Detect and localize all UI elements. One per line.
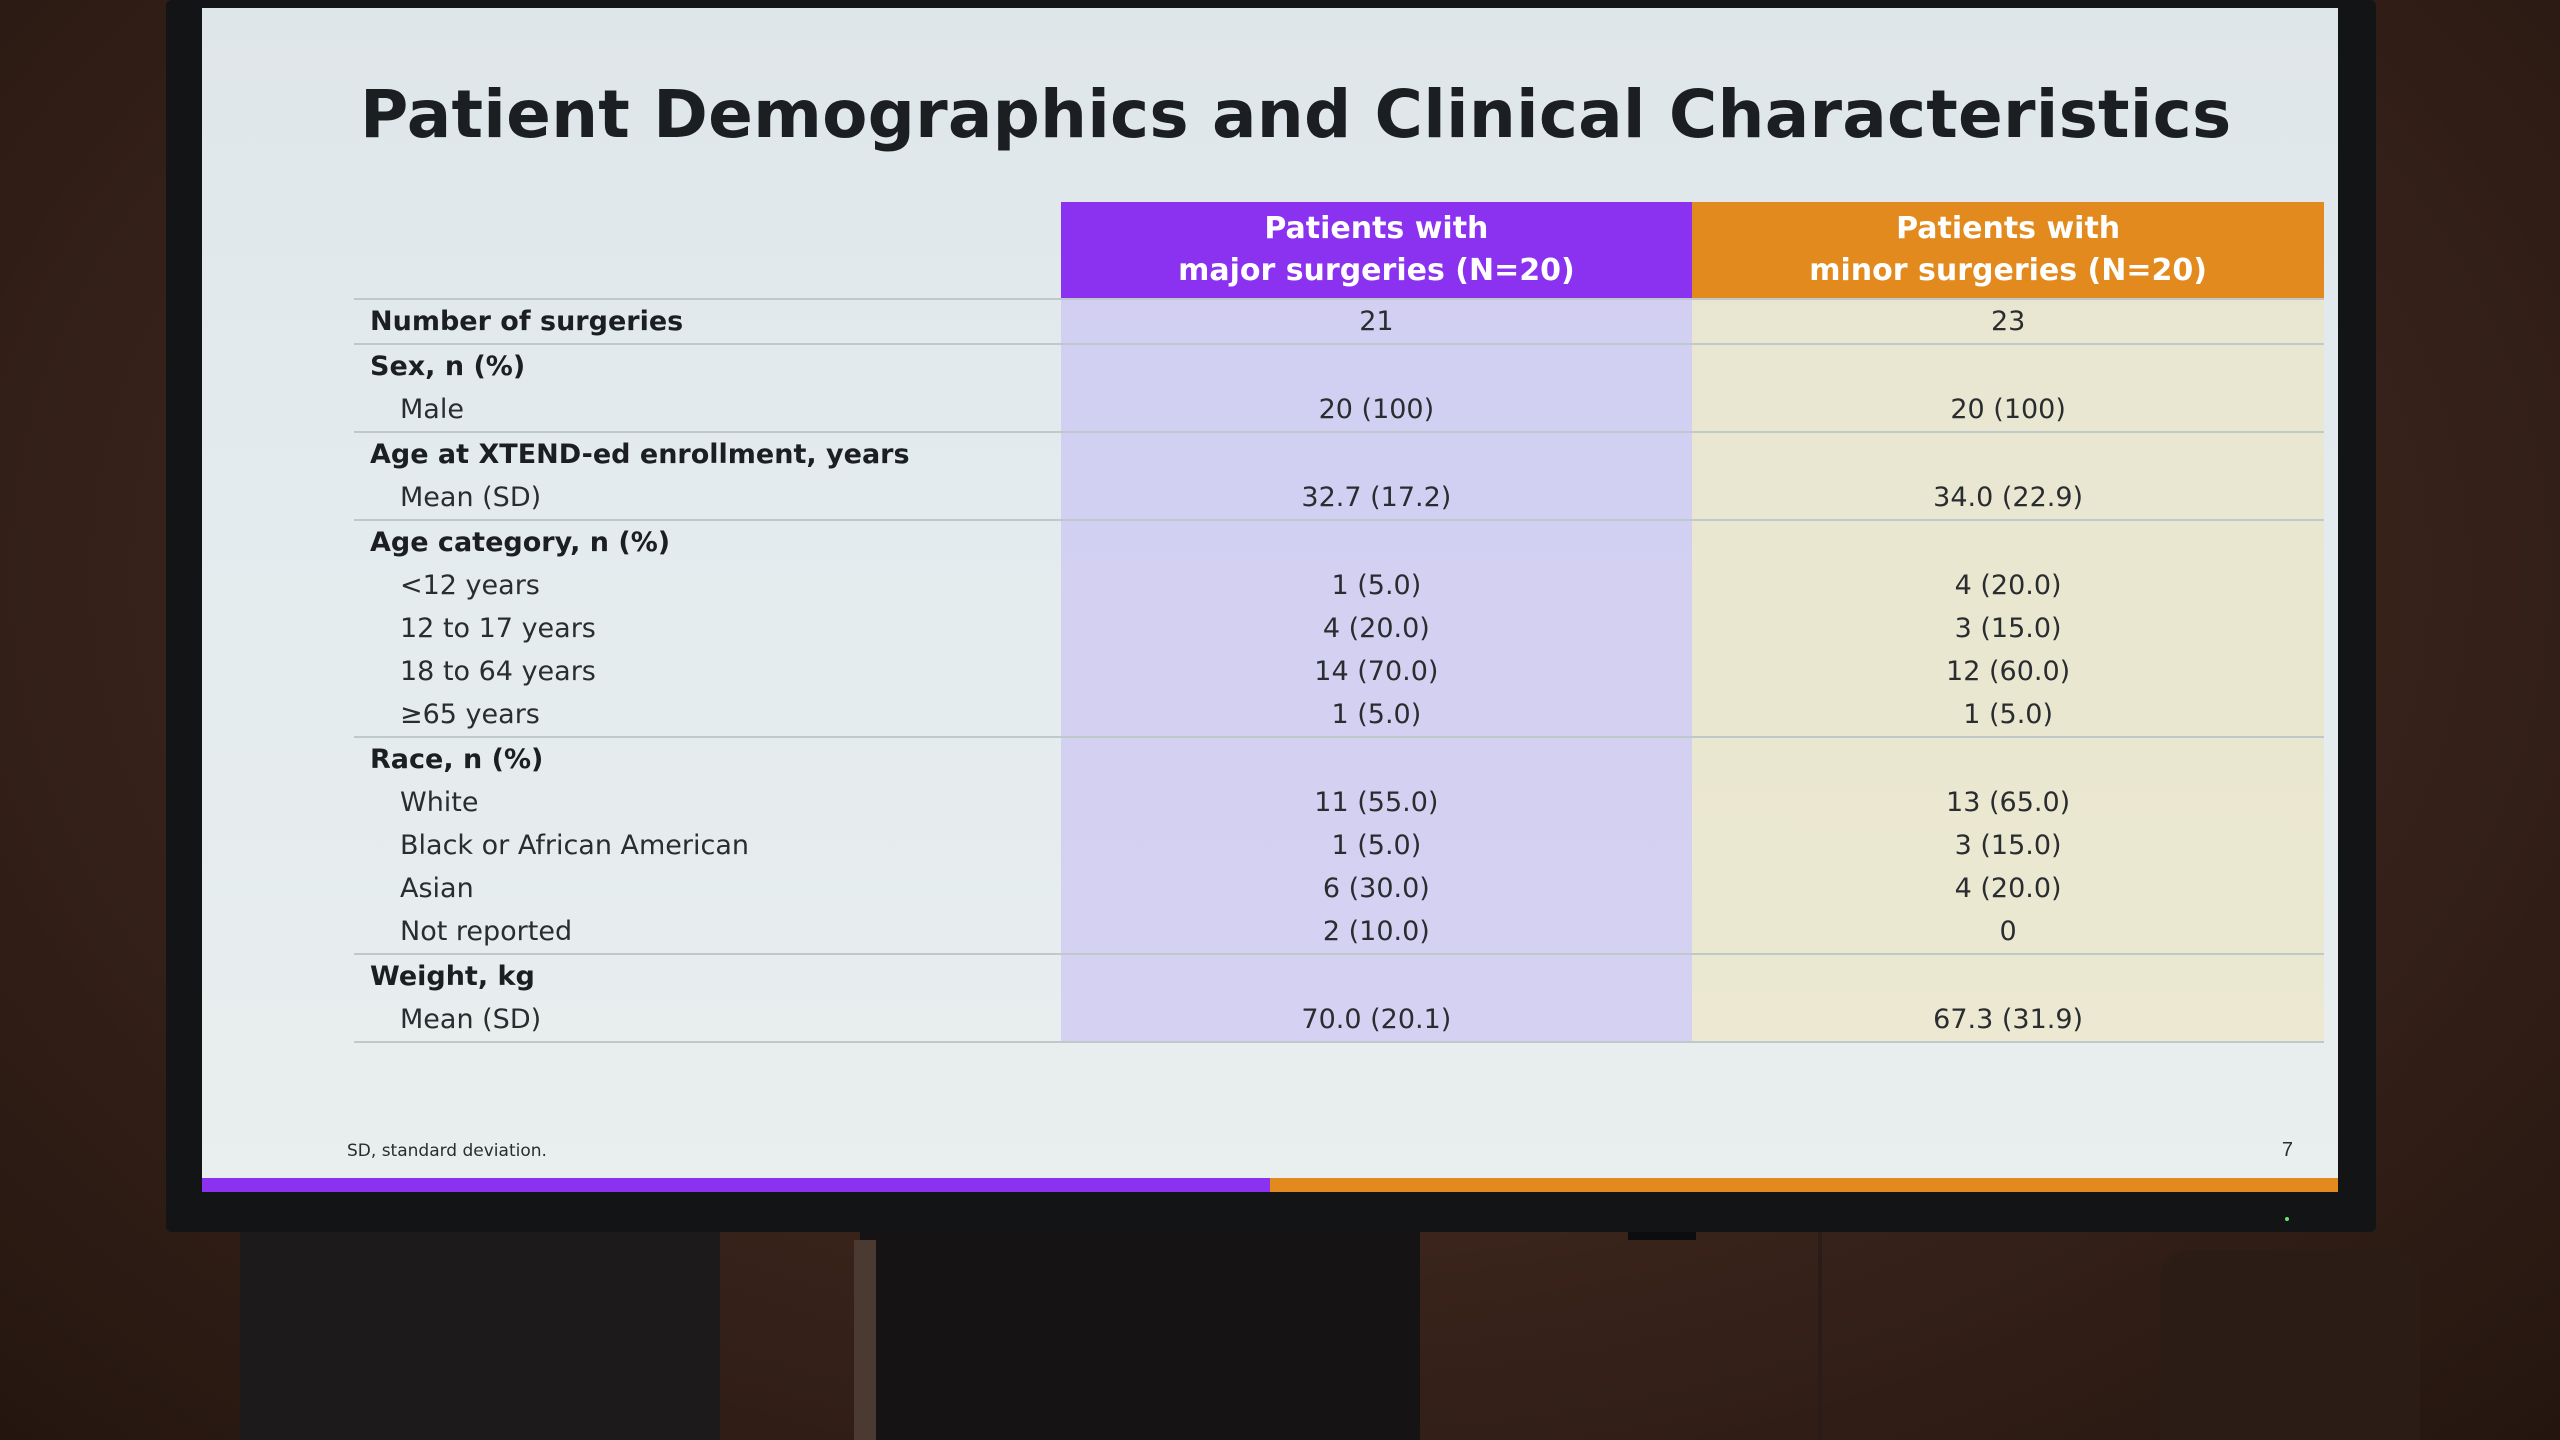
header-major-surgeries: Patients with major surgeries (N=20) [1060, 202, 1693, 299]
minor-value [1692, 344, 2324, 388]
table-row: ≥65 years 1 (5.0) 1 (5.0) [354, 693, 2324, 738]
background-object [2160, 1250, 2420, 1440]
major-value [1060, 520, 1693, 564]
slide-footnote: SD, standard deviation. [347, 1141, 547, 1161]
power-led [2285, 1217, 2289, 1221]
row-label: Black or African American [400, 830, 750, 861]
table-row: <12 years 1 (5.0) 4 (20.0) [354, 564, 2324, 607]
row-label: Mean (SD) [354, 998, 1061, 1043]
table-row: 18 to 64 years 14 (70.0) 12 (60.0) [354, 650, 2324, 693]
table-row: Black or African American 1 (5.0) 3 (15.… [354, 824, 2324, 867]
minor-value: 3 (15.0) [1692, 607, 2324, 650]
minor-value: 13 (65.0) [1692, 781, 2324, 824]
header-major-line2: major surgeries (N=20) [1178, 253, 1575, 288]
row-label: Race, n (%) [370, 744, 544, 775]
major-value: 2 (10.0) [1060, 910, 1693, 955]
major-value [1060, 737, 1693, 781]
monitor-base-bar [1628, 1232, 1696, 1240]
major-value: 1 (5.0) [1060, 693, 1693, 738]
accent-bar-orange [1270, 1178, 2338, 1192]
row-label: Weight, kg [370, 961, 535, 992]
table-row: Male 20 (100) 20 (100) [354, 388, 2324, 433]
major-value: 6 (30.0) [1060, 867, 1693, 910]
minor-value: 34.0 (22.9) [1692, 476, 2324, 521]
table-row: Not reported 2 (10.0) 0 [354, 910, 2324, 955]
minor-value: 4 (20.0) [1692, 564, 2324, 607]
minor-value [1692, 954, 2324, 998]
major-value: 70.0 (20.1) [1060, 998, 1693, 1043]
major-value: 11 (55.0) [1060, 781, 1693, 824]
table-row: Weight, kg [354, 954, 2324, 998]
major-value: 21 [1060, 298, 1693, 345]
table-row: Sex, n (%) [354, 344, 2324, 388]
major-value: 1 (5.0) [1060, 564, 1693, 607]
minor-value: 12 (60.0) [1692, 650, 2324, 693]
row-label: Not reported [354, 910, 1061, 955]
slide-title: Patient Demographics and Clinical Charac… [360, 76, 2232, 153]
row-label: White [400, 787, 479, 818]
header-minor-line2: minor surgeries (N=20) [1809, 253, 2207, 288]
major-value [1060, 432, 1693, 476]
power-cable [1818, 1232, 1822, 1440]
header-minor-line1: Patients with [1896, 211, 2121, 246]
minor-value [1692, 432, 2324, 476]
row-label: Asian [400, 873, 474, 904]
major-value [1060, 344, 1693, 388]
stand-post [854, 1240, 876, 1440]
minor-value: 1 (5.0) [1692, 693, 2324, 738]
minor-value: 67.3 (31.9) [1692, 998, 2324, 1043]
header-minor-surgeries: Patients with minor surgeries (N=20) [1692, 202, 2324, 299]
row-label: 18 to 64 years [400, 656, 596, 687]
table-row: Mean (SD) 32.7 (17.2) 34.0 (22.9) [354, 476, 2324, 521]
row-label: 12 to 17 years [400, 613, 596, 644]
minor-value: 3 (15.0) [1692, 824, 2324, 867]
major-value: 4 (20.0) [1060, 607, 1693, 650]
header-blank-cell [354, 202, 1061, 299]
major-value: 20 (100) [1060, 388, 1693, 433]
minor-value: 20 (100) [1692, 388, 2324, 433]
row-label: Male [354, 388, 1061, 433]
row-label: Sex, n (%) [370, 351, 526, 382]
accent-bar-purple [202, 1178, 1270, 1192]
major-value [1060, 954, 1693, 998]
table-row: Race, n (%) [354, 737, 2324, 781]
tv-stand-left [240, 1222, 720, 1440]
row-label: ≥65 years [354, 693, 1061, 738]
table-header-row: Patients with major surgeries (N=20) Pat… [354, 202, 2324, 299]
row-label: Age at XTEND-ed enrollment, years [370, 439, 910, 470]
major-value: 32.7 (17.2) [1060, 476, 1693, 521]
row-label: Age category, n (%) [370, 527, 671, 558]
minor-value: 4 (20.0) [1692, 867, 2324, 910]
row-label: Mean (SD) [354, 476, 1061, 521]
header-major-line1: Patients with [1264, 211, 1489, 246]
tv-stand-center [860, 1230, 1420, 1440]
row-label: Number of surgeries [354, 298, 1061, 345]
table-row: White 11 (55.0) 13 (65.0) [354, 781, 2324, 824]
table-row: 12 to 17 years 4 (20.0) 3 (15.0) [354, 607, 2324, 650]
row-label: <12 years [400, 570, 540, 601]
minor-value: 23 [1692, 298, 2324, 345]
table-row: Age category, n (%) [354, 520, 2324, 564]
minor-value: 0 [1692, 910, 2324, 955]
table-row: Asian 6 (30.0) 4 (20.0) [354, 867, 2324, 910]
major-value: 1 (5.0) [1060, 824, 1693, 867]
table-row: Age at XTEND-ed enrollment, years [354, 432, 2324, 476]
minor-value [1692, 737, 2324, 781]
slide-screen: Patient Demographics and Clinical Charac… [202, 8, 2338, 1192]
minor-value [1692, 520, 2324, 564]
demographics-table: Patients with major surgeries (N=20) Pat… [354, 202, 2324, 1043]
major-value: 14 (70.0) [1060, 650, 1693, 693]
page-number: 7 [2281, 1139, 2293, 1161]
table-row: Mean (SD) 70.0 (20.1) 67.3 (31.9) [354, 998, 2324, 1043]
table-row: Number of surgeries 21 23 [354, 298, 2324, 345]
